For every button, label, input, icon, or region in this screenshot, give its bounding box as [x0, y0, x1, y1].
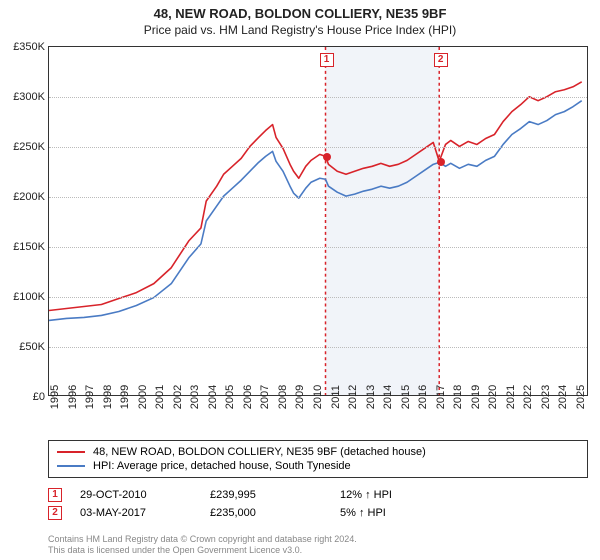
- x-axis-label: 2015: [400, 385, 412, 409]
- sale-price: £239,995: [210, 489, 340, 501]
- legend-swatch: [57, 465, 85, 467]
- gridline: [49, 147, 587, 148]
- chart-container: 48, NEW ROAD, BOLDON COLLIERY, NE35 9BF …: [0, 0, 600, 560]
- x-axis-label: 2003: [189, 385, 201, 409]
- legend-item: 48, NEW ROAD, BOLDON COLLIERY, NE35 9BF …: [57, 445, 579, 459]
- x-axis-label: 2019: [470, 385, 482, 409]
- sale-delta: 12% ↑ HPI: [340, 489, 470, 501]
- sale-row: 1 29-OCT-2010£239,99512% ↑ HPI: [48, 486, 588, 504]
- x-axis-label: 2021: [505, 385, 517, 409]
- sale-row-marker: 1: [48, 488, 62, 502]
- x-axis-label: 1996: [67, 385, 79, 409]
- series-hpi: [49, 101, 582, 321]
- gridline: [49, 347, 587, 348]
- footnote: Contains HM Land Registry data © Crown c…: [48, 534, 357, 557]
- sale-row-marker: 2: [48, 506, 62, 520]
- x-axis-label: 2014: [382, 385, 394, 409]
- sale-marker-2: 2: [434, 53, 448, 67]
- y-axis-label: £350K: [13, 41, 45, 53]
- y-axis-label: £0: [33, 391, 45, 403]
- gridline: [49, 297, 587, 298]
- sale-date: 03-MAY-2017: [80, 507, 210, 519]
- x-axis-label: 2001: [154, 385, 166, 409]
- plot-area: £0£50K£100K£150K£200K£250K£300K£350K1995…: [48, 46, 588, 396]
- x-axis-label: 2024: [557, 385, 569, 409]
- gridline: [49, 247, 587, 248]
- y-axis-label: £250K: [13, 141, 45, 153]
- x-axis-label: 2007: [259, 385, 271, 409]
- x-axis-label: 2008: [277, 385, 289, 409]
- sale-date: 29-OCT-2010: [80, 489, 210, 501]
- footnote-line1: Contains HM Land Registry data © Crown c…: [48, 534, 357, 545]
- footnote-line2: This data is licensed under the Open Gov…: [48, 545, 357, 556]
- x-axis-label: 1997: [84, 385, 96, 409]
- y-axis-label: £300K: [13, 91, 45, 103]
- x-axis-label: 2016: [417, 385, 429, 409]
- sale-dot-2: [437, 158, 445, 166]
- x-axis-label: 2012: [347, 385, 359, 409]
- y-axis-label: £150K: [13, 241, 45, 253]
- x-axis-label: 2005: [224, 385, 236, 409]
- x-axis-label: 2022: [522, 385, 534, 409]
- sale-delta: 5% ↑ HPI: [340, 507, 470, 519]
- sale-price: £235,000: [210, 507, 340, 519]
- x-axis-label: 2006: [242, 385, 254, 409]
- chart-subtitle: Price paid vs. HM Land Registry's House …: [0, 21, 600, 37]
- chart-title: 48, NEW ROAD, BOLDON COLLIERY, NE35 9BF: [0, 0, 600, 21]
- legend-label: HPI: Average price, detached house, Sout…: [93, 460, 351, 472]
- x-axis-label: 2023: [540, 385, 552, 409]
- sale-dot-1: [323, 153, 331, 161]
- x-axis-label: 2020: [487, 385, 499, 409]
- line-layer: [49, 47, 587, 395]
- y-axis-label: £100K: [13, 291, 45, 303]
- sale-marker-1: 1: [320, 53, 334, 67]
- x-axis-label: 2025: [575, 385, 587, 409]
- x-axis-label: 2000: [137, 385, 149, 409]
- gridline: [49, 197, 587, 198]
- sales-table: 1 29-OCT-2010£239,99512% ↑ HPI 2 03-MAY-201…: [48, 486, 588, 522]
- y-axis-label: £50K: [19, 341, 45, 353]
- x-axis-label: 2009: [294, 385, 306, 409]
- x-axis-label: 2010: [312, 385, 324, 409]
- x-axis-label: 2011: [330, 385, 342, 409]
- x-axis-label: 1998: [102, 385, 114, 409]
- x-axis-label: 2018: [452, 385, 464, 409]
- legend-swatch: [57, 451, 85, 453]
- x-axis-label: 1995: [49, 385, 61, 409]
- x-axis-label: 2017: [435, 385, 447, 409]
- x-axis-label: 2002: [172, 385, 184, 409]
- y-axis-label: £200K: [13, 191, 45, 203]
- sale-row: 2 03-MAY-2017£235,0005% ↑ HPI: [48, 504, 588, 522]
- legend-item: HPI: Average price, detached house, Sout…: [57, 459, 579, 473]
- x-axis-label: 2004: [207, 385, 219, 409]
- gridline: [49, 97, 587, 98]
- legend: 48, NEW ROAD, BOLDON COLLIERY, NE35 9BF …: [48, 440, 588, 478]
- legend-label: 48, NEW ROAD, BOLDON COLLIERY, NE35 9BF …: [93, 446, 426, 458]
- x-axis-label: 1999: [119, 385, 131, 409]
- x-axis-label: 2013: [365, 385, 377, 409]
